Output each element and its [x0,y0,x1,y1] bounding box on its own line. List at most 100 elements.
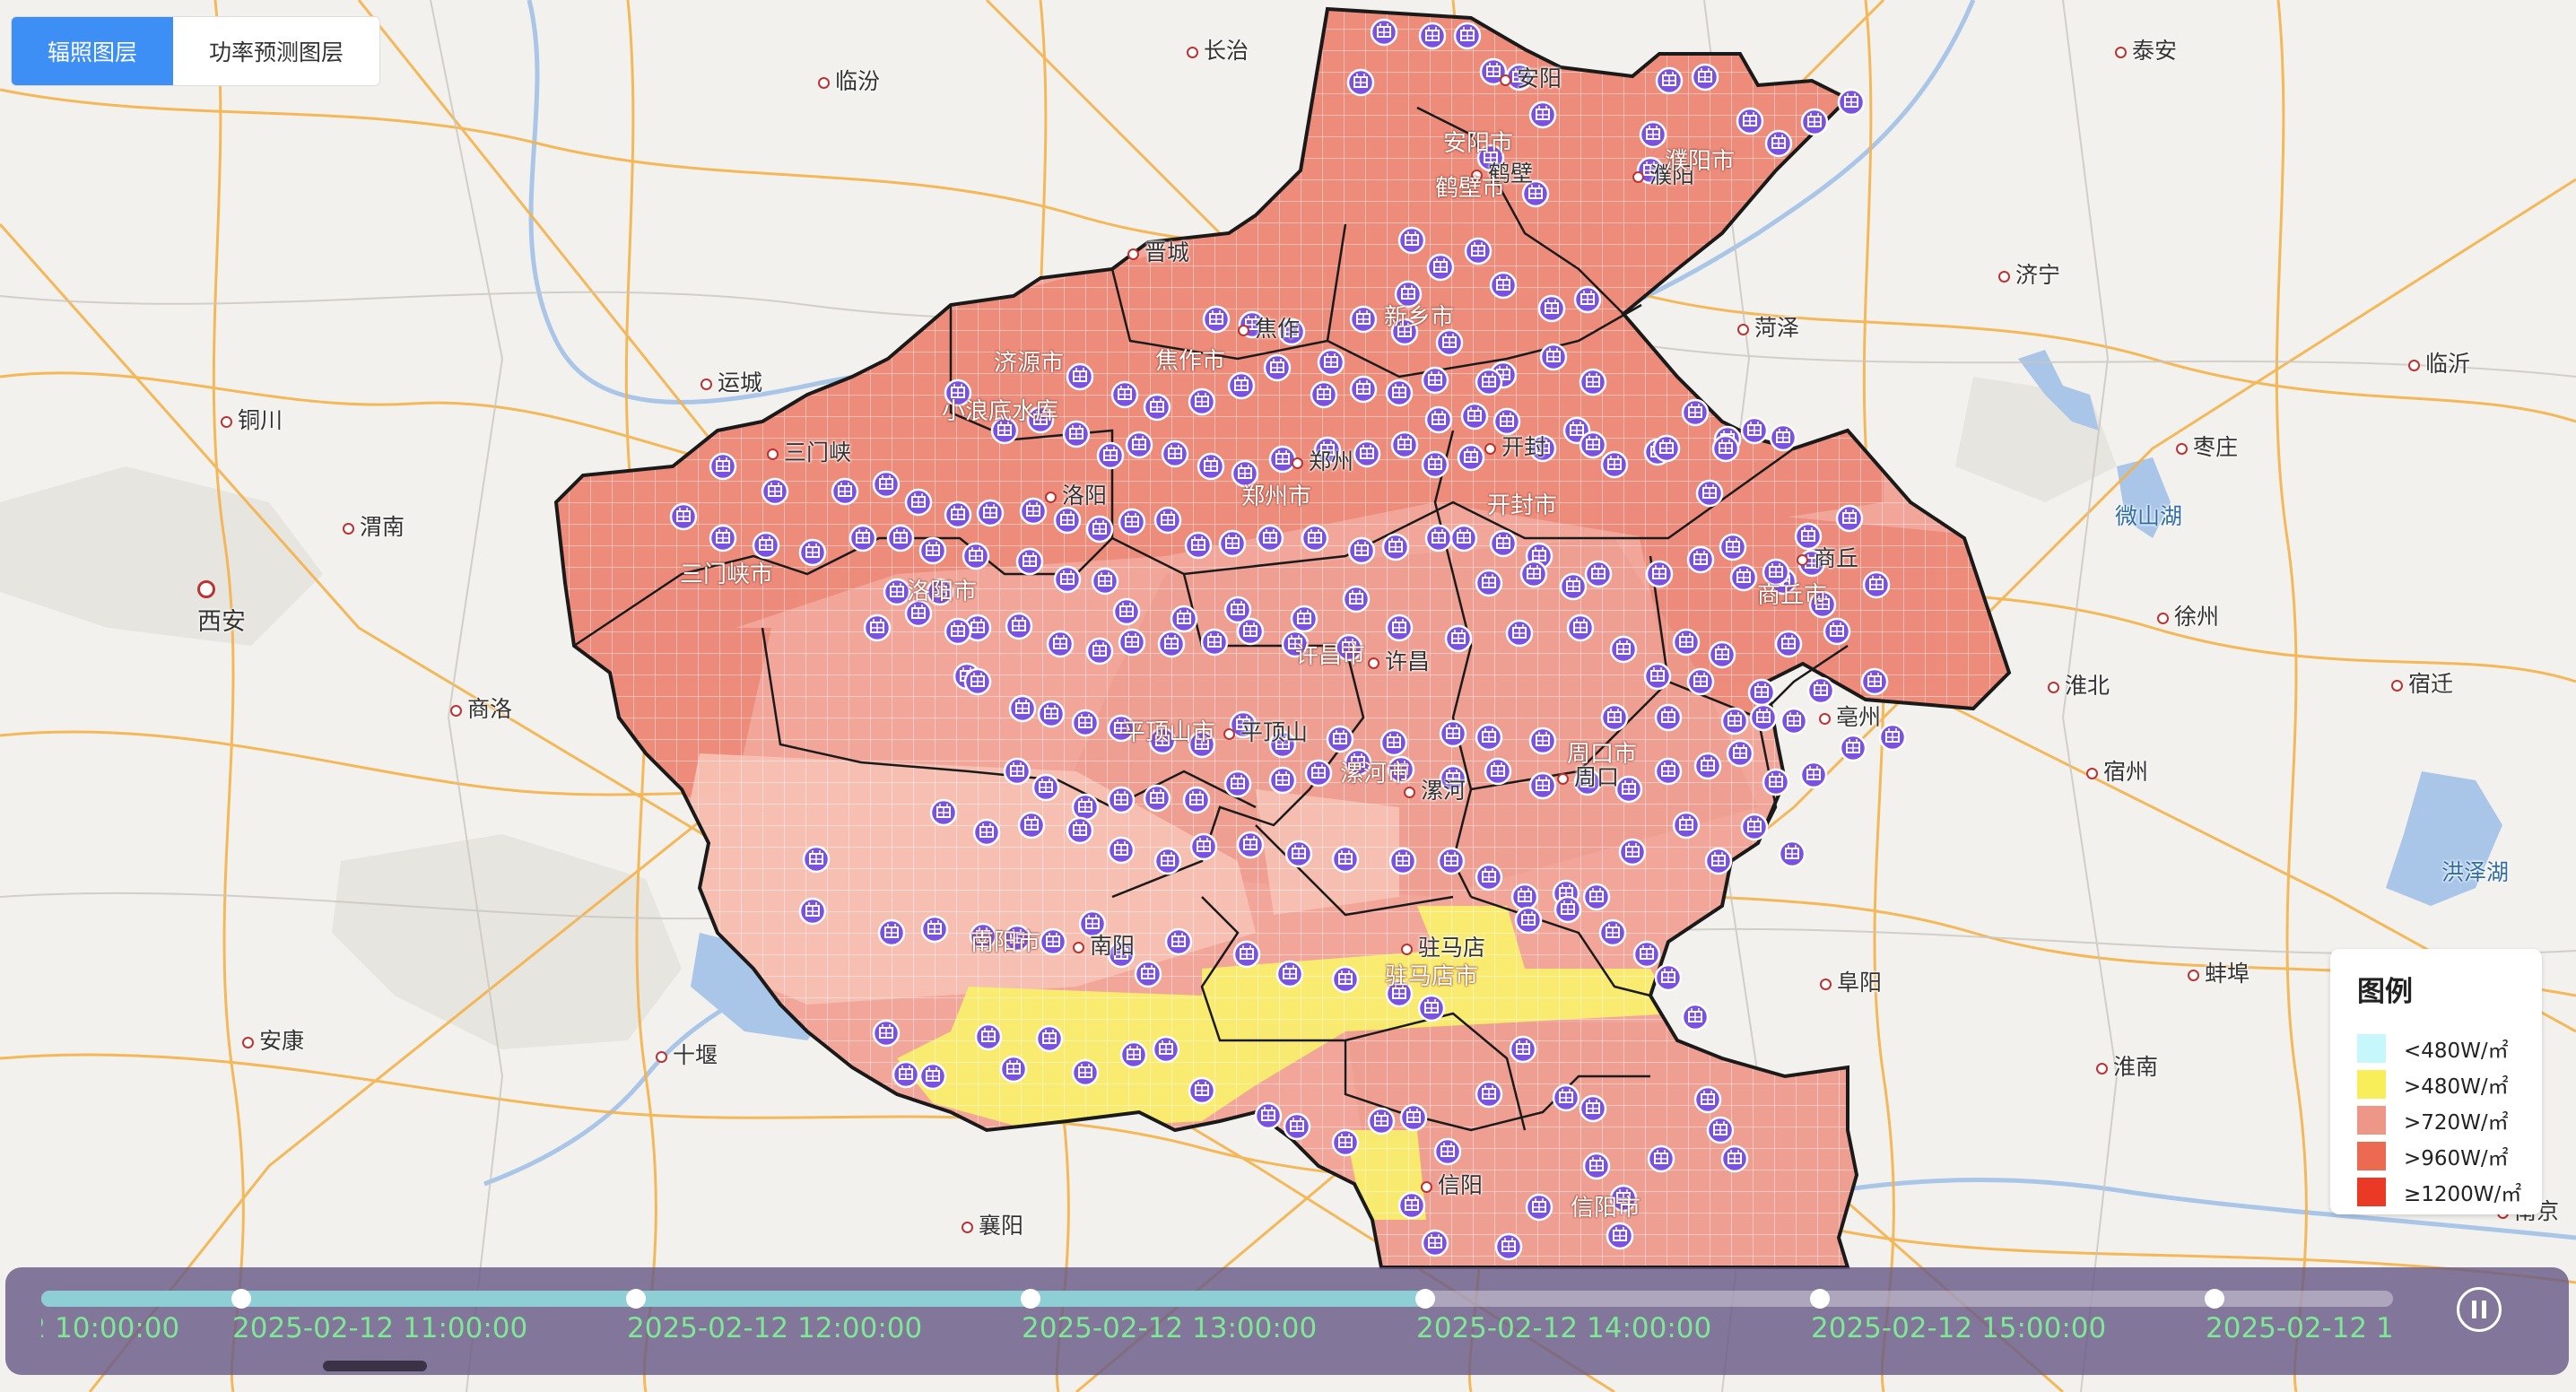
solar-station-icon[interactable] [904,599,933,628]
solar-station-icon[interactable] [1835,504,1864,533]
solar-station-icon[interactable] [920,915,949,944]
pause-button[interactable] [2457,1287,2502,1332]
solar-station-icon[interactable] [1046,630,1075,658]
solar-station-icon[interactable] [1794,522,1823,551]
city-label[interactable]: 焦作 [1238,311,1300,344]
solar-station-icon[interactable] [1388,847,1417,875]
solar-station-icon[interactable] [1231,459,1259,488]
solar-station-icon[interactable] [1579,368,1607,396]
solar-station-icon[interactable] [1157,630,1186,658]
solar-station-icon[interactable] [963,613,992,642]
city-label[interactable]: 蚌埠 [2188,956,2250,988]
solar-station-icon[interactable] [1148,726,1177,755]
solar-station-icon[interactable] [1119,1040,1148,1069]
solar-station-icon[interactable] [1096,441,1125,470]
solar-station-icon[interactable] [1107,836,1136,865]
solar-station-icon[interactable] [1862,570,1891,599]
solar-station-icon[interactable] [1125,431,1153,459]
solar-station-icon[interactable] [1686,545,1715,574]
solar-station-icon[interactable] [1736,107,1764,135]
solar-station-icon[interactable] [963,667,992,696]
solar-station-icon[interactable] [1618,838,1647,866]
city-label[interactable]: 商丘 [1797,541,1858,573]
solar-station-icon[interactable] [990,416,1019,445]
solar-station-icon[interactable] [798,897,827,926]
city-label[interactable]: 济宁 [1998,257,2060,290]
solar-station-icon[interactable] [1528,726,1557,755]
time-label[interactable]: 2025-02-12 11:00:00 [232,1312,528,1344]
solar-station-icon[interactable] [1749,703,1778,732]
city-label[interactable]: 阜阳 [1820,965,1882,997]
solar-station-icon[interactable] [1525,1193,1553,1222]
solar-station-icon[interactable] [1290,605,1318,633]
solar-station-icon[interactable] [1112,597,1141,626]
solar-station-icon[interactable] [1118,508,1146,536]
solar-station-icon[interactable] [1053,565,1082,594]
solar-station-icon[interactable] [1236,831,1265,859]
solar-station-icon[interactable] [1681,398,1710,427]
time-label[interactable]: 2025-02-12 16:00:00 [2206,1312,2393,1344]
solar-station-icon[interactable] [1579,1094,1607,1123]
solar-station-icon[interactable] [1268,730,1297,759]
solar-station-icon[interactable] [1600,703,1629,732]
timeline-scroll-handle[interactable] [323,1361,427,1371]
city-label[interactable]: 淮北 [2048,668,2110,700]
solar-station-icon[interactable] [1510,883,1539,911]
solar-station-icon[interactable] [1153,847,1182,875]
solar-station-icon[interactable] [1460,402,1489,431]
city-label[interactable]: 菏泽 [1737,310,1799,343]
solar-station-icon[interactable] [1397,226,1426,255]
solar-station-icon[interactable] [1078,909,1107,938]
solar-station-icon[interactable] [1394,280,1423,309]
city-label[interactable]: 西安 [197,574,246,637]
solar-station-icon[interactable] [1695,479,1724,508]
solar-station-icon[interactable] [1720,707,1749,735]
solar-station-icon[interactable] [1370,18,1398,47]
solar-station-icon[interactable] [1528,434,1557,463]
solar-station-icon[interactable] [1039,927,1067,956]
solar-station-icon[interactable] [1390,431,1419,459]
solar-station-icon[interactable] [1573,768,1602,796]
solar-station-icon[interactable] [892,1060,920,1089]
solar-station-icon[interactable] [1071,1058,1100,1087]
solar-station-icon[interactable] [1505,619,1534,648]
solar-station-icon[interactable] [1331,1128,1360,1157]
solar-station-icon[interactable] [972,818,1001,847]
city-label[interactable]: 运城 [701,365,762,397]
city-label[interactable]: 渭南 [343,509,405,542]
solar-station-icon[interactable] [1878,723,1907,752]
solar-station-icon[interactable] [1275,960,1304,988]
solar-station-icon[interactable] [1424,524,1453,552]
solar-station-icon[interactable] [1344,748,1372,777]
solar-station-icon[interactable] [1118,628,1146,657]
solar-station-icon[interactable] [1652,434,1681,463]
city-label[interactable]: 铜川 [221,403,283,435]
solar-station-icon[interactable] [1582,1152,1611,1180]
solar-station-icon[interactable] [1740,813,1769,841]
solar-station-icon[interactable] [1573,285,1602,314]
solar-station-icon[interactable] [1711,434,1740,463]
solar-station-icon[interactable] [962,542,990,570]
solar-station-icon[interactable] [1254,1101,1283,1130]
solar-station-icon[interactable] [1808,590,1837,619]
solar-station-icon[interactable] [1639,120,1667,149]
solar-station-icon[interactable] [1762,768,1790,796]
solar-station-icon[interactable] [1475,863,1503,892]
solar-station-icon[interactable] [798,538,827,567]
city-label[interactable]: 漯河 [1404,773,1466,805]
solar-station-icon[interactable] [1353,439,1381,468]
solar-station-icon[interactable] [1229,710,1258,739]
solar-station-icon[interactable] [877,918,906,947]
solar-station-icon[interactable] [1015,547,1044,576]
time-label[interactable]: 2025-02-12 15:00:00 [1811,1312,2107,1344]
solar-station-icon[interactable] [1839,734,1867,762]
solar-station-icon[interactable] [1645,560,1674,588]
city-label[interactable]: 周口 [1557,760,1619,792]
solar-station-icon[interactable] [1475,1080,1503,1109]
city-label[interactable]: 泰安 [2115,33,2177,65]
solar-station-icon[interactable] [831,477,859,506]
solar-station-icon[interactable] [1489,271,1518,300]
solar-station-icon[interactable] [752,531,780,560]
solar-station-icon[interactable] [1764,129,1793,158]
